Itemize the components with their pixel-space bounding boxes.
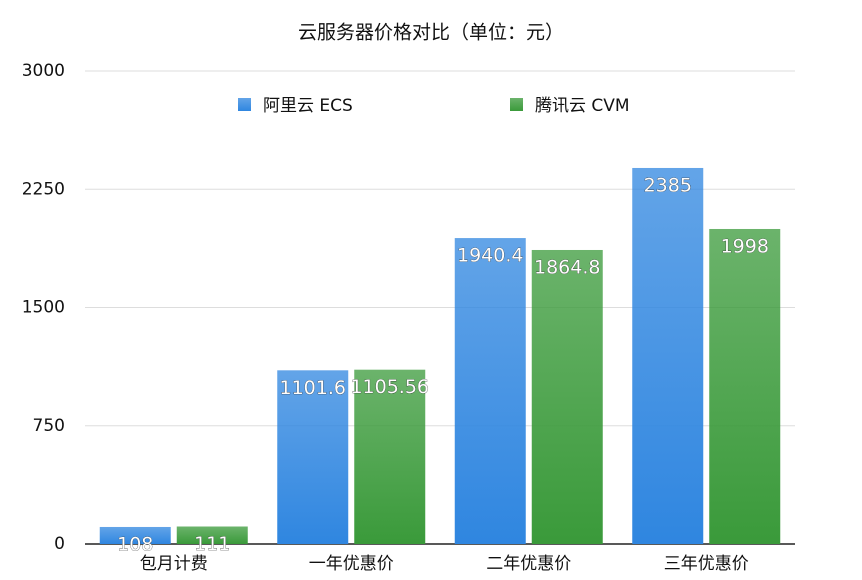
y-tick-label: 0 [54, 534, 65, 554]
bar [632, 167, 704, 544]
legend-label: 腾讯云 CVM [535, 96, 630, 116]
x-tick-label: 一年优惠价 [309, 554, 394, 574]
legend-swatch [238, 98, 251, 111]
value-label: 1101.6 [280, 377, 346, 399]
bar [531, 249, 603, 544]
bar [277, 370, 349, 544]
value-label: 1940.4 [457, 245, 523, 267]
bar [454, 238, 526, 544]
bar [99, 526, 171, 544]
value-label: 111 [194, 533, 230, 555]
legend-label: 阿里云 ECS [263, 96, 353, 116]
chart-title: 云服务器价格对比（单位：元） [298, 22, 564, 44]
bar [176, 526, 248, 544]
x-tick-label: 三年优惠价 [664, 554, 749, 574]
bar [709, 228, 781, 544]
x-tick-label: 二年优惠价 [486, 554, 571, 574]
value-label: 1864.8 [534, 256, 600, 278]
y-tick-label: 3000 [22, 61, 65, 81]
value-label: 2385 [644, 174, 692, 196]
value-label: 1105.56 [350, 376, 429, 398]
value-label: 108 [117, 533, 153, 555]
legend-swatch [510, 98, 523, 111]
y-tick-label: 1500 [22, 298, 65, 318]
y-tick-label: 750 [33, 416, 65, 436]
y-tick-label: 2250 [22, 179, 65, 199]
x-tick-label: 包月计费 [140, 554, 208, 574]
bar [354, 369, 426, 544]
value-label: 1998 [721, 235, 769, 257]
